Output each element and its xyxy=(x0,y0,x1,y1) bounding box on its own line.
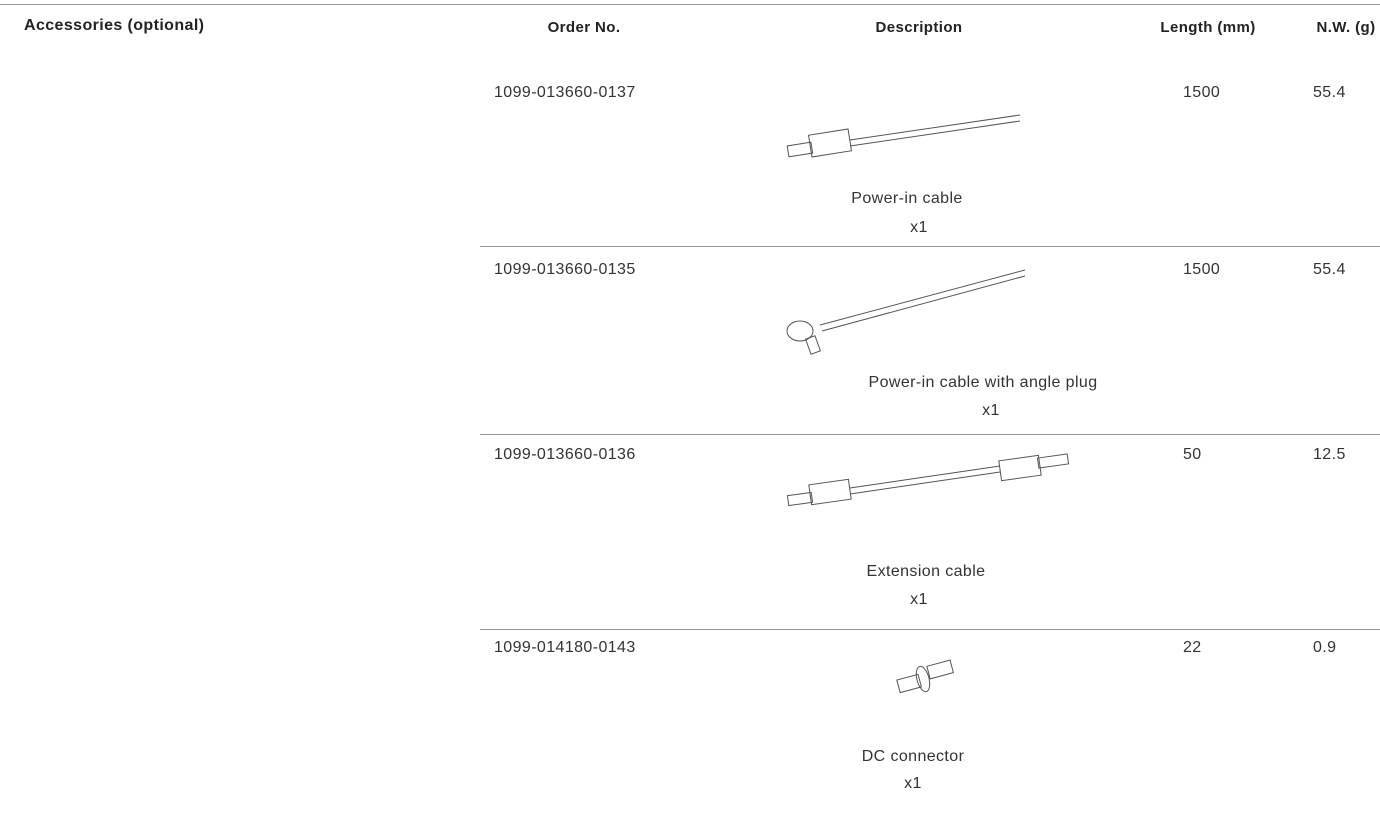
header: Description xyxy=(875,19,963,36)
description: Extension cable xyxy=(866,563,986,580)
order-no: 1099-013660-0136 xyxy=(494,446,636,463)
quantity: x1 xyxy=(910,219,928,236)
section-title: Accessories (optional) xyxy=(24,17,205,34)
description: Power-in cable with angle plug xyxy=(868,374,1098,391)
cable-image xyxy=(786,269,1026,355)
top-rule xyxy=(0,4,1380,5)
row-rule xyxy=(480,434,1380,435)
header: Length (mm) xyxy=(1160,19,1256,36)
description: Power-in cable xyxy=(851,190,963,207)
weight: 55.4 xyxy=(1313,84,1346,101)
weight: 12.5 xyxy=(1313,446,1346,463)
length: 22 xyxy=(1183,639,1202,656)
header: N.W. (g) xyxy=(1316,19,1376,36)
length: 1500 xyxy=(1183,84,1221,101)
weight: 55.4 xyxy=(1313,261,1346,278)
order-no: 1099-013660-0135 xyxy=(494,261,636,278)
quantity: x1 xyxy=(910,591,928,608)
length: 50 xyxy=(1183,446,1202,463)
weight: 0.9 xyxy=(1313,639,1337,656)
connector-image xyxy=(896,659,955,694)
quantity: x1 xyxy=(982,402,1000,419)
order-no: 1099-014180-0143 xyxy=(494,639,636,656)
quantity: x1 xyxy=(904,775,922,792)
cable-image xyxy=(786,453,1070,507)
length: 1500 xyxy=(1183,261,1221,278)
row-rule xyxy=(480,246,1380,247)
cable-image xyxy=(786,114,1021,158)
header: Order No. xyxy=(547,19,621,36)
description: DC connector xyxy=(861,748,965,765)
row-rule xyxy=(480,629,1380,630)
order-no: 1099-013660-0137 xyxy=(494,84,636,101)
